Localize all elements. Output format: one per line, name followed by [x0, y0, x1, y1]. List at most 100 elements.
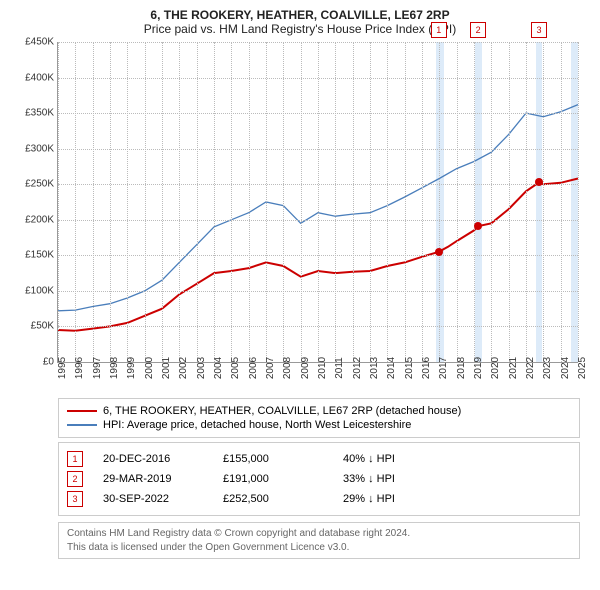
grid-line [353, 42, 354, 362]
chart-subtitle: Price paid vs. HM Land Registry's House … [10, 22, 590, 36]
x-tick-label: 1997 [92, 357, 103, 379]
grid-line [266, 42, 267, 362]
sale-marker-small: 1 [67, 451, 83, 467]
sales-table: 1 20-DEC-2016 £155,000 40% ↓ HPI 2 29-MAR-201… [58, 442, 580, 516]
grid-line [561, 42, 562, 362]
grid-line [249, 42, 250, 362]
x-tick-label: 2021 [508, 357, 519, 379]
grid-line [578, 42, 579, 362]
x-tick-label: 2009 [300, 357, 311, 379]
legend-label: HPI: Average price, detached house, Nort… [103, 419, 411, 431]
y-tick-label: £300K [12, 143, 54, 154]
grid-line [457, 42, 458, 362]
y-tick-label: £200K [12, 214, 54, 225]
y-tick-label: £150K [12, 250, 54, 261]
x-tick-label: 2003 [196, 357, 207, 379]
grid-line [491, 42, 492, 362]
x-tick-label: 2011 [334, 357, 345, 379]
grid-line [110, 42, 111, 362]
sale-dot [474, 222, 482, 230]
sale-dot [535, 178, 543, 186]
x-tick-label: 2004 [213, 357, 224, 379]
x-tick-label: 2019 [473, 357, 484, 379]
y-tick-label: £50K [12, 321, 54, 332]
grid-line [474, 42, 475, 362]
legend-swatch [67, 410, 97, 412]
x-tick-label: 2001 [161, 357, 172, 379]
y-tick-label: £400K [12, 72, 54, 83]
sale-delta: 33% ↓ HPI [343, 473, 443, 485]
grid-line [405, 42, 406, 362]
grid-line [127, 42, 128, 362]
x-tick-label: 2010 [317, 357, 328, 379]
grid-line [145, 42, 146, 362]
sale-row: 2 29-MAR-2019 £191,000 33% ↓ HPI [67, 471, 571, 487]
x-tick-label: 1998 [109, 357, 120, 379]
chart-area: £0£50K£100K£150K£200K£250K£300K£350K£400… [12, 42, 582, 392]
sale-date: 29-MAR-2019 [103, 473, 203, 485]
x-tick-label: 2020 [490, 357, 501, 379]
x-tick-label: 2012 [352, 357, 363, 379]
grid-line [231, 42, 232, 362]
grid-line [58, 42, 59, 362]
footer-line: Contains HM Land Registry data © Crown c… [67, 527, 571, 541]
chart-title: 6, THE ROOKERY, HEATHER, COALVILLE, LE67… [10, 8, 590, 22]
legend: 6, THE ROOKERY, HEATHER, COALVILLE, LE67… [58, 398, 580, 438]
grid-line [283, 42, 284, 362]
grid-line [179, 42, 180, 362]
y-tick-label: £100K [12, 285, 54, 296]
grid-line [370, 42, 371, 362]
sale-marker-small: 3 [67, 491, 83, 507]
x-tick-label: 2014 [386, 357, 397, 379]
x-tick-label: 2018 [456, 357, 467, 379]
sale-dot [435, 248, 443, 256]
sale-date: 30-SEP-2022 [103, 493, 203, 505]
x-tick-label: 1999 [126, 357, 137, 379]
x-tick-label: 2024 [560, 357, 571, 379]
x-tick-label: 2022 [525, 357, 536, 379]
x-tick-label: 2025 [577, 357, 588, 379]
sale-price: £155,000 [223, 453, 323, 465]
sale-delta: 40% ↓ HPI [343, 453, 443, 465]
grid-line [162, 42, 163, 362]
grid-line [387, 42, 388, 362]
x-tick-label: 2013 [369, 357, 380, 379]
grid-line [422, 42, 423, 362]
x-tick-label: 2000 [144, 357, 155, 379]
grid-line [318, 42, 319, 362]
sale-marker-small: 2 [67, 471, 83, 487]
legend-swatch [67, 424, 97, 426]
grid-line [335, 42, 336, 362]
legend-row: HPI: Average price, detached house, Nort… [67, 419, 571, 431]
sale-marker: 2 [470, 22, 486, 38]
x-tick-label: 2008 [282, 357, 293, 379]
x-tick-label: 2016 [421, 357, 432, 379]
grid-line [75, 42, 76, 362]
y-tick-label: £250K [12, 179, 54, 190]
y-tick-label: £450K [12, 37, 54, 48]
sale-date: 20-DEC-2016 [103, 453, 203, 465]
grid-line [197, 42, 198, 362]
sale-price: £191,000 [223, 473, 323, 485]
sale-delta: 29% ↓ HPI [343, 493, 443, 505]
grid-line [439, 42, 440, 362]
footer: Contains HM Land Registry data © Crown c… [58, 522, 580, 559]
x-tick-label: 2023 [542, 357, 553, 379]
grid-line [301, 42, 302, 362]
sale-price: £252,500 [223, 493, 323, 505]
x-tick-label: 2002 [178, 357, 189, 379]
x-tick-label: 1995 [57, 357, 68, 379]
grid-line [509, 42, 510, 362]
sale-marker: 3 [531, 22, 547, 38]
footer-line: This data is licensed under the Open Gov… [67, 541, 571, 555]
x-tick-label: 2007 [265, 357, 276, 379]
x-tick-label: 1996 [74, 357, 85, 379]
grid-line [93, 42, 94, 362]
sale-marker: 1 [431, 22, 447, 38]
sale-row: 3 30-SEP-2022 £252,500 29% ↓ HPI [67, 491, 571, 507]
sale-row: 1 20-DEC-2016 £155,000 40% ↓ HPI [67, 451, 571, 467]
grid-line [526, 42, 527, 362]
legend-row: 6, THE ROOKERY, HEATHER, COALVILLE, LE67… [67, 405, 571, 417]
plot: 123 [57, 42, 578, 363]
grid-line [543, 42, 544, 362]
